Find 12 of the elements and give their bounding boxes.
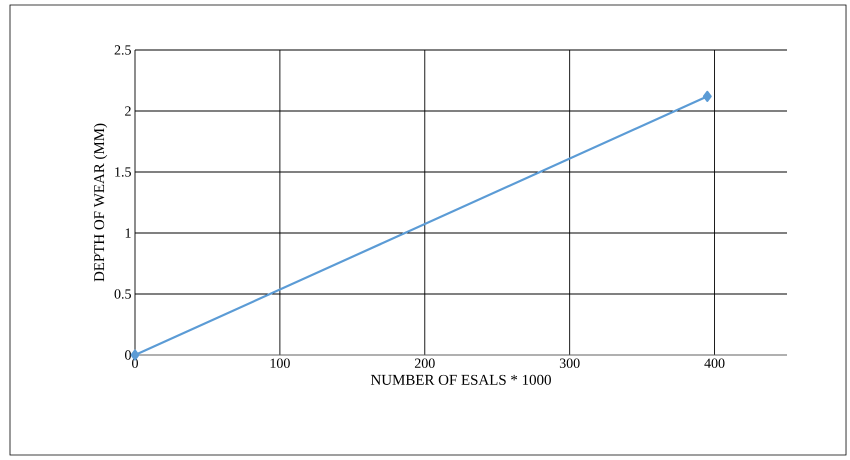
y-tick-label: 2 [125, 106, 131, 116]
y-tick-label: 0 [125, 350, 131, 360]
y-tick-label: 1 [126, 228, 131, 238]
x-tick-label: 300 [560, 358, 580, 368]
x-tick-label: 100 [270, 358, 290, 368]
y-tick-label: 0.5 [114, 289, 131, 299]
y-tick-label: 1.5 [115, 167, 131, 177]
x-axis-title: NUMBER OF ESALS * 1000 [370, 374, 551, 385]
y-tick-label: 2.5 [114, 45, 131, 55]
y-axis-title: DEPTH OF WEAR (MM) [94, 124, 108, 282]
x-tick-label: 400 [704, 358, 724, 368]
x-tick-label: 200 [414, 358, 435, 368]
